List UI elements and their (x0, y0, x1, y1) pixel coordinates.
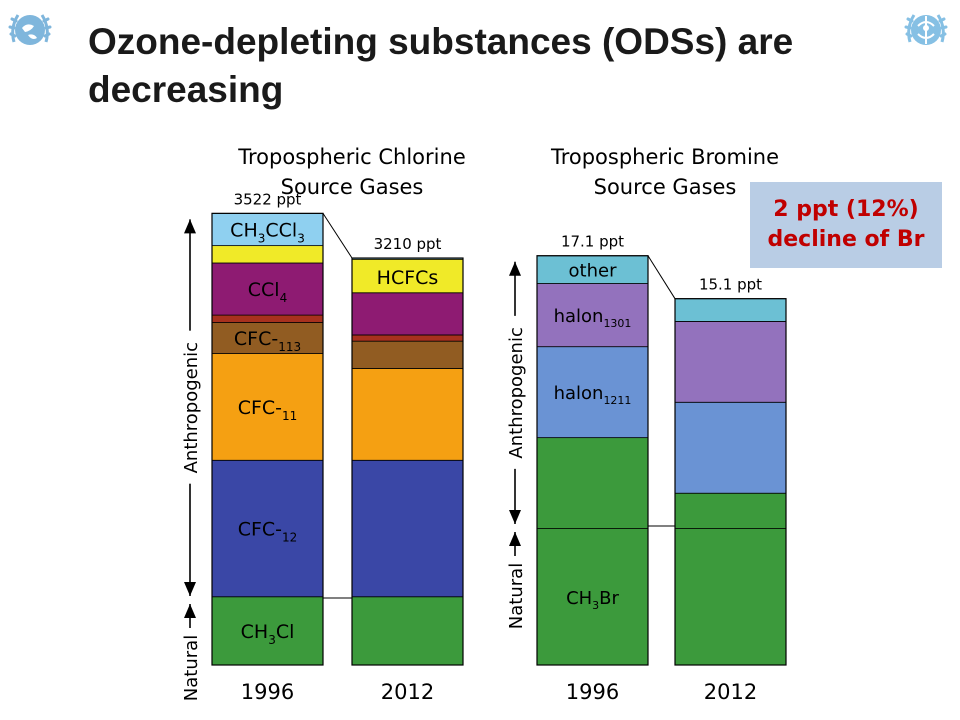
chlorine-segment-label-ccl4: CCl4 (248, 279, 287, 305)
bromine-anthropogenic-arrow-up-head (509, 261, 521, 276)
bromine-segment-label-ch3br-part: 3 (592, 599, 599, 612)
chlorine-natural-label: Natural (181, 635, 202, 701)
chlorine-anthropogenic-arrow-down-head (184, 582, 196, 596)
bromine-natural-label: Natural (506, 563, 527, 629)
chlorine-bar-outline-2012 (351, 257, 464, 666)
chlorine-connector-top (322, 213, 353, 259)
chlorine-segment-label-ch3ccl3-part: 3 (297, 231, 305, 245)
bromine-segment-label-ch3br-part: Br (599, 588, 619, 609)
chlorine-anthropogenic-arrow-up-head (184, 219, 196, 234)
chlorine-segment-label-cfc-12-part: CFC- (238, 519, 282, 541)
bromine-bar-outline-2012 (674, 298, 787, 666)
chlorine-segment-label-ccl4-part: CCl (248, 279, 280, 301)
chlorine-x-tick-1996: 1996 (241, 680, 294, 704)
bromine-segment-label-ch3br: CH3Br (566, 588, 619, 612)
callout-line-1: 2 ppt (12%) (773, 197, 919, 222)
chlorine-bar-1996-ch3cl (211, 596, 324, 666)
bromine-bar-outline-1996 (536, 255, 649, 666)
chlorine-segment-label-cfc-113-part: 113 (278, 340, 301, 354)
chlorine-bar-2012-ch3cl (351, 596, 464, 666)
bromine-decline-callout: 2 ppt (12%) decline of Br (750, 182, 942, 268)
bromine-segment-label-halon1301-part: halon (554, 306, 604, 327)
chlorine-segment-label-ch3cl: CH3Cl (241, 621, 295, 647)
chlorine-segment-label-ch3cl-part: CH (241, 621, 269, 643)
bromine-connector-top (647, 255, 676, 299)
chlorine-bar-1996-ch3ccl3 (211, 212, 324, 247)
bromine-natural-arrow-up-head (509, 532, 521, 546)
chlorine-segment-label-ch3ccl3-part: 3 (258, 231, 266, 245)
chlorine-segment-label-ch3ccl3-part: CH (230, 219, 258, 241)
bromine-segment-label-halon1211: halon1211 (554, 383, 632, 407)
chlorine-bar-1996-segment (211, 314, 324, 323)
wmo-emblem-icon (8, 14, 52, 45)
chlorine-segment-label-hcfcs-2012: HCFCs (377, 267, 439, 289)
bromine-title-line-2: Source Gases (594, 175, 737, 199)
chlorine-segment-label-cfc-12: CFC-12 (238, 519, 298, 545)
chlorine-bar-2012-hcfcs (351, 258, 464, 294)
bromine-bar-1996-halon1211 (536, 346, 649, 439)
chlorine-segment-label-ch3ccl3: CH3CCl3 (230, 219, 305, 245)
bromine-title-line-1: Tropospheric Bromine (550, 145, 779, 169)
bromine-total-label-2012: 15.1 ppt (699, 276, 762, 294)
chlorine-anthropogenic-label: Anthropogenic (181, 342, 202, 473)
chlorine-segment-label-cfc-11-part: CFC- (238, 397, 282, 419)
bromine-bar-2012-halon1301 (674, 321, 787, 403)
chlorine-segment-label-cfc-113-part: CFC- (234, 328, 278, 350)
chlorine-segment-label-cfc-11-part: 11 (282, 409, 297, 423)
chlorine-bar-1996-cfc-11 (211, 353, 324, 461)
chlorine-natural-arrow-up-head (184, 604, 196, 618)
bromine-anthropogenic-arrow-down-head (509, 510, 521, 524)
chlorine-bar-outline-1996 (211, 212, 324, 666)
chlorine-segment-label-cfc-12-part: 12 (282, 531, 297, 545)
bromine-segment-label-halon1211-part: 1211 (603, 394, 631, 407)
bromine-bar-1996-ch3br-anthropogenic (536, 437, 649, 529)
unep-emblem-icon (904, 14, 948, 45)
bromine-segment-label-other: other (569, 261, 618, 282)
chlorine-bar-2012-cfc-12 (351, 459, 464, 598)
chlorine-segment-label-ch3cl-part: 3 (268, 633, 276, 647)
slide-title: Ozone-depleting substances (ODSs) are de… (88, 21, 794, 110)
bromine-bar-1996-halon1301 (536, 283, 649, 348)
chlorine-bar-1996-ccl4 (211, 262, 324, 316)
bromine-segment-label-other-part: other (569, 261, 618, 282)
bromine-bar-2012-ch3br-natural (674, 528, 787, 666)
chlorine-bar-1996-hcfcs (211, 245, 324, 264)
bromine-segment-label-halon1301-part: 1301 (603, 317, 631, 330)
chlorine-total-label-2012: 3210 ppt (374, 235, 442, 253)
bromine-bar-2012-ch3br-anthropogenic (674, 492, 787, 529)
chlorine-segment-label-hcfcs-2012-part: HCFCs (377, 267, 439, 289)
bromine-x-tick-2012: 2012 (704, 680, 757, 704)
chlorine-bar-2012-cfc-113 (351, 340, 464, 369)
chlorine-title-line-2: Source Gases (281, 175, 424, 199)
bromine-segment-label-halon1211-part: halon (554, 383, 604, 404)
chlorine-bar-2012-segment (351, 334, 464, 342)
chlorine-bar-2012-cfc-11 (351, 368, 464, 461)
chlorine-segment-label-ch3cl-part: Cl (276, 621, 295, 643)
bromine-bar-2012-other (674, 298, 787, 322)
chlorine-segment-label-cfc-113: CFC-113 (234, 328, 301, 354)
bromine-segment-label-halon1301: halon1301 (554, 306, 632, 330)
bromine-bar-1996-ch3br-natural (536, 528, 649, 666)
bromine-x-tick-1996: 1996 (566, 680, 619, 704)
callout-line-2: decline of Br (767, 227, 925, 252)
chlorine-segment-label-ccl4-part: 4 (280, 291, 288, 305)
bromine-anthropogenic-label: Anthropogenic (506, 327, 527, 458)
chlorine-total-label-1996: 3522 ppt (234, 190, 302, 208)
bromine-segment-label-ch3br-part: CH (566, 588, 592, 609)
chlorine-x-tick-2012: 2012 (381, 680, 434, 704)
chlorine-bar-1996-cfc-12 (211, 459, 324, 598)
bromine-bar-2012-halon1211 (674, 401, 787, 494)
chlorine-bar-2012-ccl4 (351, 292, 464, 336)
chlorine-segment-label-cfc-11: CFC-11 (238, 397, 298, 423)
chlorine-title-line-1: Tropospheric Chlorine (237, 145, 465, 169)
chlorine-segment-label-ch3ccl3-part: CCl (265, 219, 297, 241)
bromine-total-label-1996: 17.1 ppt (561, 233, 624, 251)
